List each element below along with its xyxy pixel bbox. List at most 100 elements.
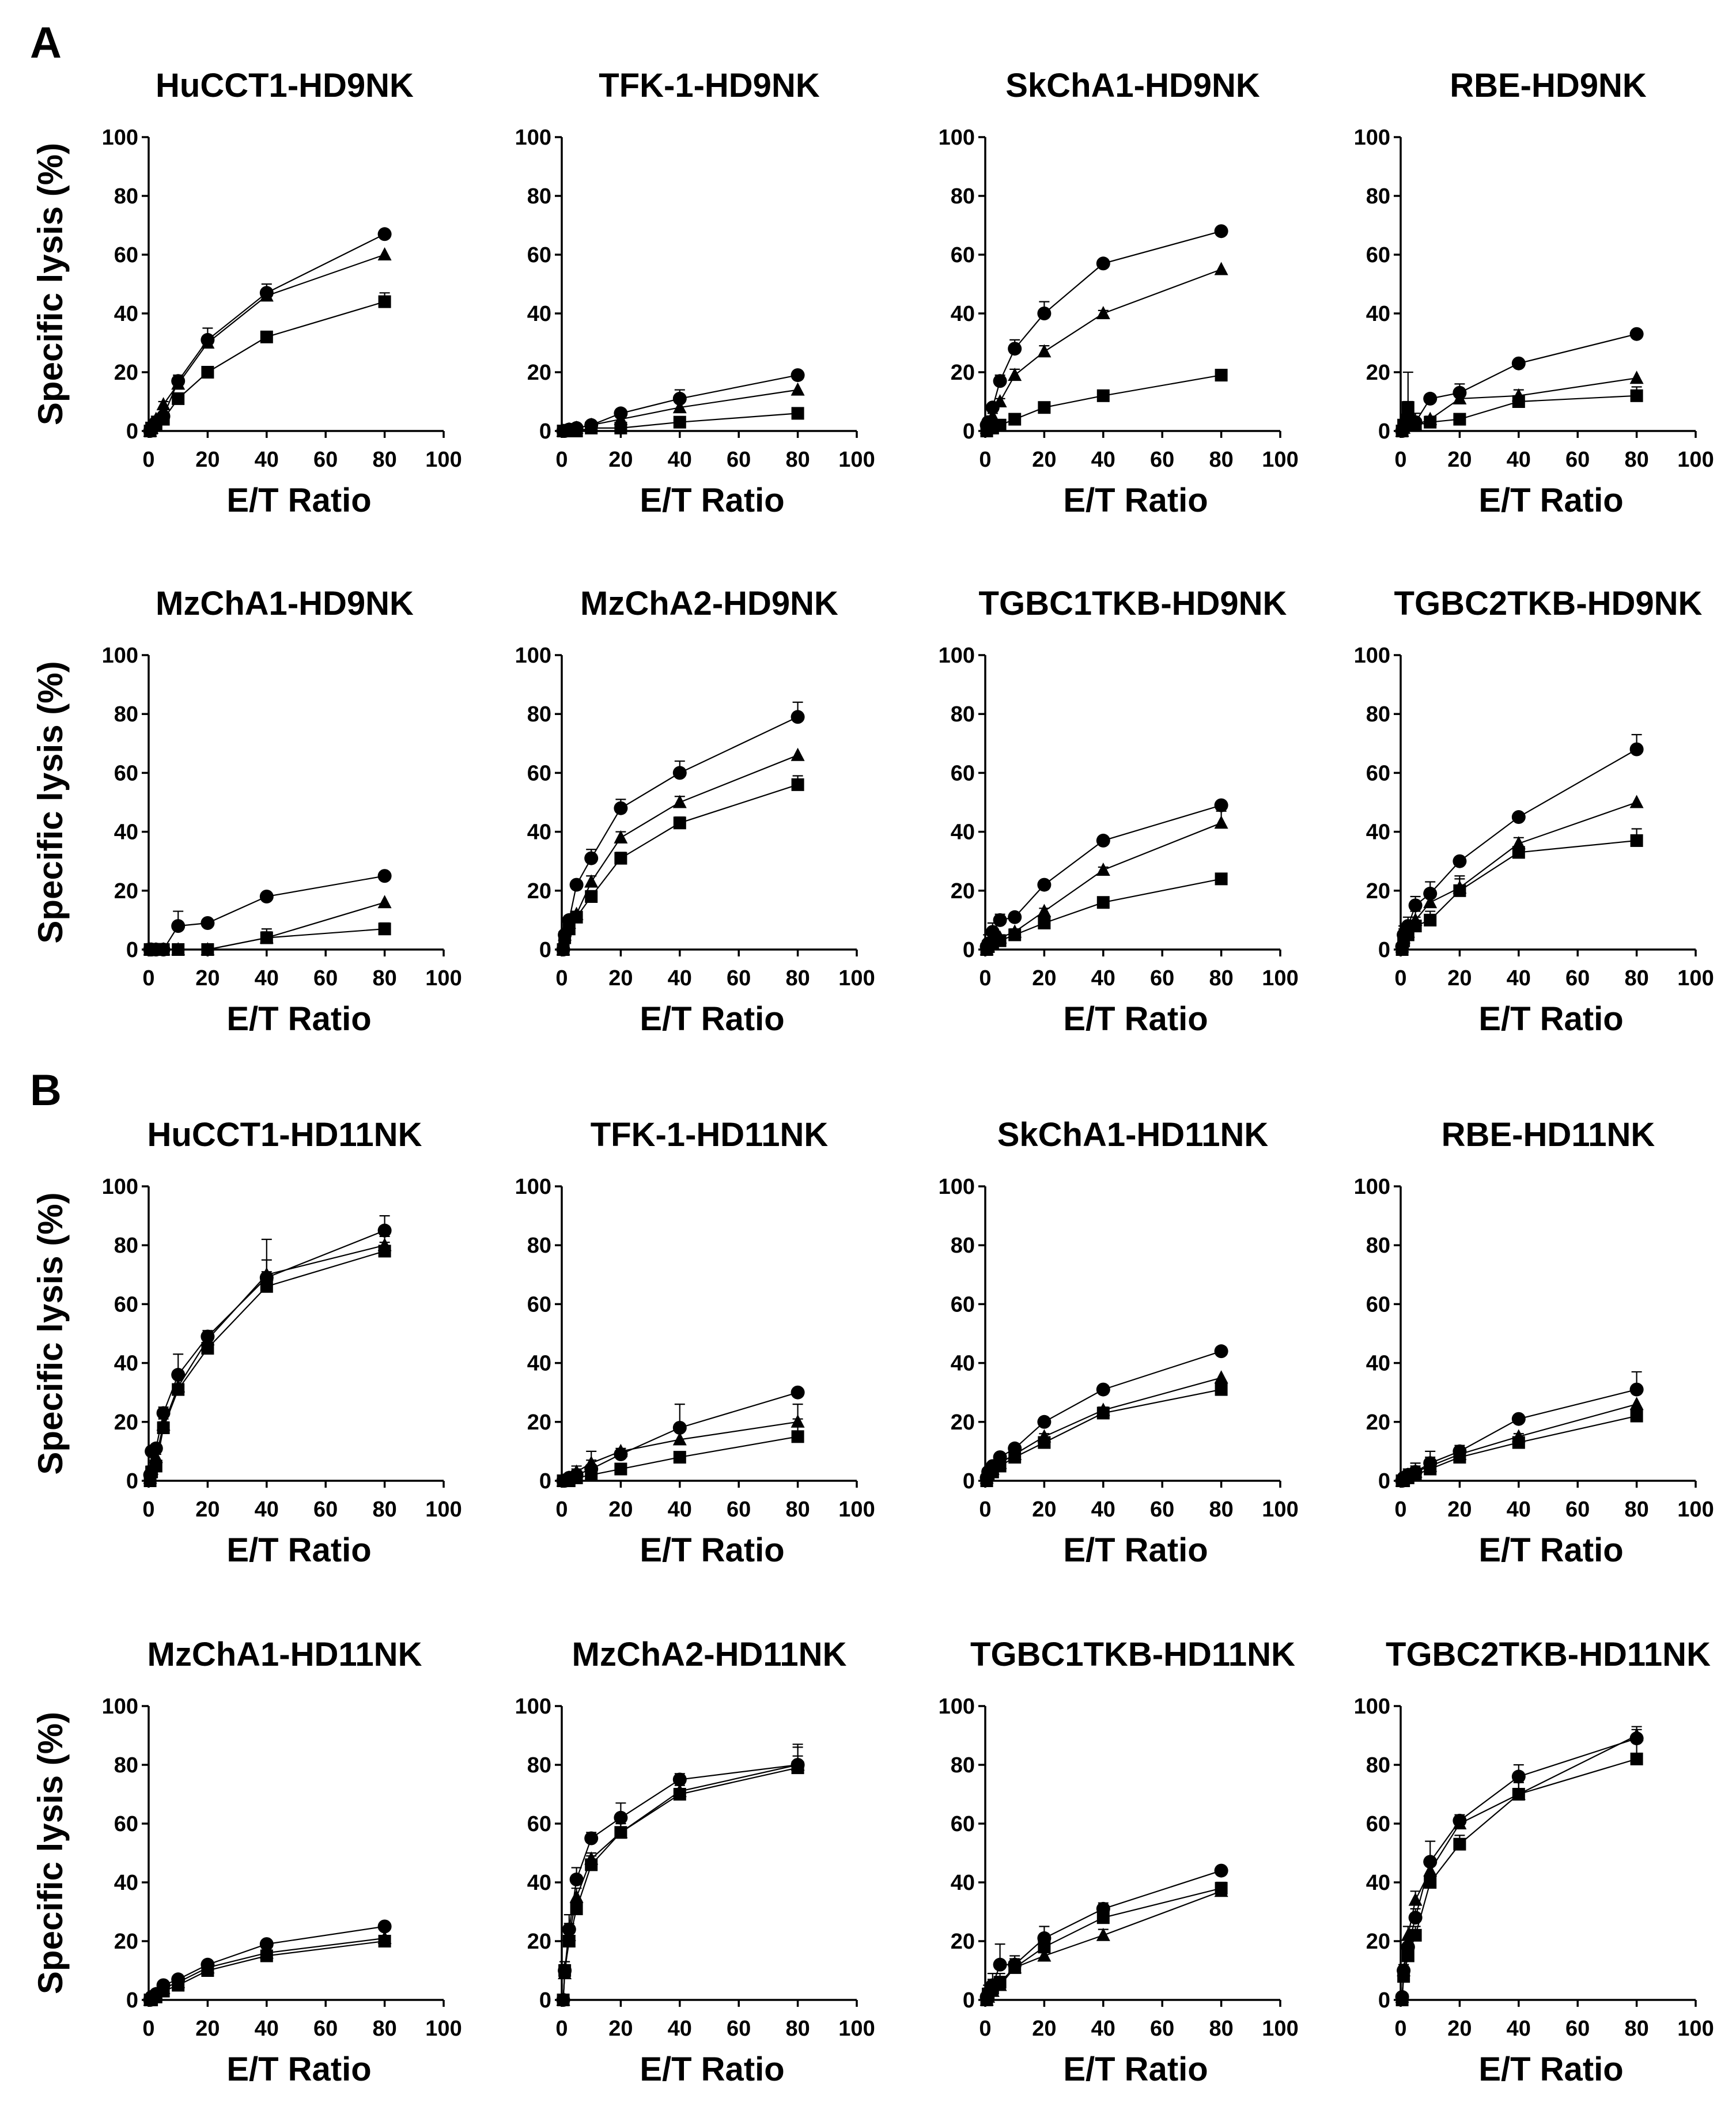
data-point-circle	[1453, 854, 1467, 868]
data-point-square	[1424, 913, 1437, 926]
data-point-circle	[1511, 356, 1526, 370]
data-point-triangle	[1008, 368, 1022, 381]
data-point-triangle	[614, 411, 628, 425]
y-axis-label: Specific lysis (%)	[31, 661, 70, 943]
data-point-circle	[614, 801, 628, 815]
data-point-square	[172, 392, 185, 405]
data-point-circle	[1037, 878, 1052, 892]
chart-title: TGBC2TKB-HD9NK	[1394, 585, 1703, 622]
x-axis-label: E/T Ratio	[640, 482, 784, 519]
y-tick-label: 100	[515, 1175, 551, 1199]
x-tick-label: 0	[555, 966, 568, 990]
x-tick-label: 20	[608, 1497, 633, 1522]
y-tick-label: 0	[963, 419, 975, 444]
y-axis-label: Specific lysis (%)	[31, 143, 70, 425]
y-tick-label: 60	[1366, 1292, 1390, 1317]
data-point-square	[1215, 369, 1228, 382]
y-tick-label: 0	[126, 938, 138, 962]
data-point-square	[1424, 1462, 1437, 1476]
y-axis-label: Specific lysis (%)	[31, 1712, 70, 1994]
x-tick-label: 40	[1507, 448, 1531, 472]
y-tick-label: 80	[951, 1753, 975, 1778]
data-point-square	[1215, 1882, 1228, 1895]
data-point-square	[1453, 884, 1466, 897]
data-point-circle	[1008, 910, 1022, 924]
y-tick-label: 100	[102, 1175, 138, 1199]
data-point-circle	[1214, 798, 1228, 812]
data-point-triangle	[1453, 1816, 1467, 1829]
x-tick-label: 80	[785, 448, 810, 472]
chart-panel: MzChA1-HD9NK 0 20 40 60 80 100 0 20 40 60 80 100 E/T …	[31, 585, 462, 1038]
x-tick-label: 100	[1677, 2017, 1714, 2041]
series-square	[557, 1744, 804, 2006]
data-point-triangle	[1423, 895, 1438, 909]
x-tick-label: 40	[255, 1497, 279, 1522]
y-tick-label: 100	[1354, 126, 1390, 150]
chart-title: TGBC1TKB-HD9NK	[979, 585, 1287, 622]
x-tick-label: 40	[1091, 448, 1115, 472]
data-point-square	[673, 1451, 686, 1464]
data-point-circle	[1629, 742, 1644, 757]
x-tick-label: 80	[372, 966, 396, 990]
x-tick-label: 60	[1565, 448, 1590, 472]
axis-lines	[984, 1706, 1280, 2001]
x-tick-label: 100	[425, 2017, 462, 2041]
panels-root: A B HuCCT1-HD9NK 0 20 40 60 80 100 0 20 40 60 80 100 E/…	[30, 18, 1714, 2088]
data-point-square	[1008, 413, 1022, 426]
data-point-square	[585, 890, 598, 903]
series-line	[986, 804, 1221, 947]
y-tick-label: 0	[963, 938, 975, 962]
data-point-triangle	[1214, 815, 1228, 829]
chart-title: MzChA1-HD11NK	[147, 1636, 422, 1673]
series-line	[149, 1230, 385, 1475]
data-point-square	[1409, 1468, 1422, 1481]
data-point-square	[1215, 1383, 1228, 1396]
data-point-circle	[1629, 327, 1644, 341]
y-tick-label: 80	[951, 1234, 975, 1258]
data-point-square	[1096, 389, 1110, 402]
y-tick-label: 100	[939, 1175, 975, 1199]
data-point-square	[1096, 1406, 1110, 1420]
y-tick-label: 80	[1366, 184, 1390, 209]
x-tick-label: 20	[1447, 2017, 1472, 2041]
x-tick-label: 20	[1032, 1497, 1056, 1522]
data-point-circle	[1096, 256, 1110, 271]
y-tick-label: 80	[527, 1234, 551, 1258]
x-tick-label: 20	[1032, 448, 1056, 472]
y-tick-label: 80	[951, 702, 975, 727]
x-tick-label: 20	[1032, 2017, 1056, 2041]
y-tick-label: 80	[1366, 1234, 1390, 1258]
data-point-circle	[1629, 1382, 1644, 1397]
data-point-triangle	[1408, 1892, 1423, 1906]
x-tick-label: 0	[979, 1497, 991, 1522]
series-line	[562, 1767, 798, 2000]
x-tick-label: 80	[1624, 1497, 1648, 1522]
data-point-circle	[993, 913, 1007, 927]
x-tick-label: 100	[1262, 1497, 1298, 1522]
x-tick-label: 40	[255, 2017, 279, 2041]
data-point-triangle	[201, 335, 215, 349]
x-tick-label: 80	[1209, 448, 1233, 472]
data-point-triangle	[614, 830, 628, 844]
y-tick-label: 60	[527, 243, 551, 267]
x-tick-label: 0	[1394, 966, 1406, 990]
axis-lines	[561, 1186, 857, 1482]
y-tick-label: 80	[527, 702, 551, 727]
data-point-circle	[377, 1919, 392, 1934]
y-tick-label: 40	[114, 1871, 138, 1895]
x-tick-label: 40	[255, 966, 279, 990]
data-point-circle	[1423, 391, 1438, 406]
series-line	[986, 878, 1221, 950]
data-point-triangle	[1096, 863, 1110, 876]
data-point-circle	[259, 890, 274, 904]
data-point-triangle	[259, 288, 274, 302]
data-point-square	[1397, 1970, 1410, 1983]
x-tick-label: 100	[838, 966, 875, 990]
chart-title: RBE-HD11NK	[1442, 1116, 1655, 1154]
x-tick-label: 80	[1209, 2017, 1233, 2041]
x-tick-label: 60	[1565, 966, 1590, 990]
data-point-circle	[377, 1223, 392, 1238]
x-tick-label: 20	[608, 448, 633, 472]
x-tick-label: 100	[1262, 448, 1298, 472]
data-point-square	[791, 1430, 804, 1443]
